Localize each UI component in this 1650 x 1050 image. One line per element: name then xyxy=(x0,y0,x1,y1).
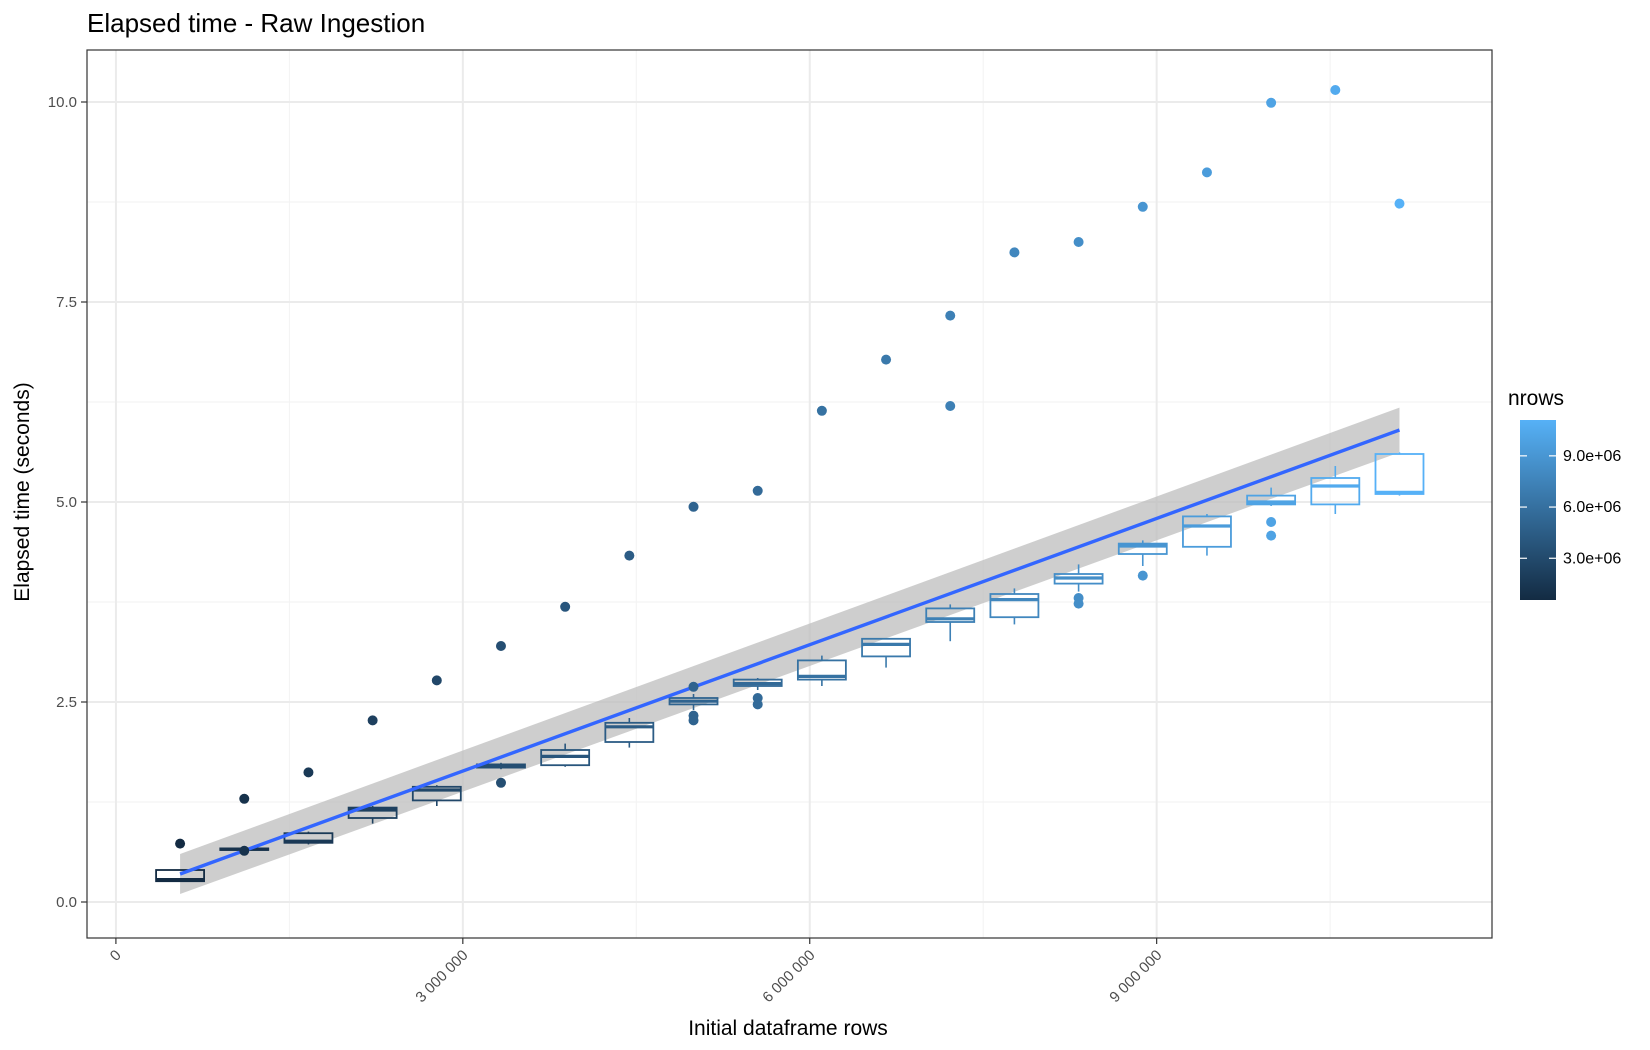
chart-title: Elapsed time - Raw Ingestion xyxy=(87,8,425,38)
legend-title: nrows xyxy=(1508,387,1564,410)
boxplot-box xyxy=(1182,515,1232,548)
y-axis-title: Elapsed time (seconds) xyxy=(11,382,34,601)
outlier-point xyxy=(1009,247,1020,258)
outlier-point xyxy=(1266,530,1277,541)
boxplot-3 xyxy=(283,831,334,845)
legend-tick-label: 9.0e+06 xyxy=(1563,448,1621,465)
legend-tick-label: 3.0e+06 xyxy=(1563,550,1621,567)
outlier-point xyxy=(560,601,571,612)
boxplot-11 xyxy=(796,655,847,686)
boxplot-box xyxy=(925,607,976,623)
x-tick-label: 0 xyxy=(107,947,125,965)
outlier-point xyxy=(1137,570,1148,581)
boxplot-5 xyxy=(411,785,462,806)
boxplot-box xyxy=(1310,477,1361,506)
y-tick-label: 5.0 xyxy=(56,494,77,511)
boxplot-14 xyxy=(989,588,1040,625)
boxplot-box xyxy=(155,869,205,883)
outlier-point xyxy=(1266,517,1277,527)
boxplot-16 xyxy=(1117,540,1168,566)
boxplot-7 xyxy=(540,743,591,767)
boxplot-box xyxy=(1117,542,1168,555)
y-tick-label: 7.5 xyxy=(56,294,77,311)
trend-line-layer xyxy=(179,428,1401,876)
boxplot-box xyxy=(796,659,847,681)
outlier-point xyxy=(239,793,250,804)
x-axis: 0 3 000 000 6 000 000 9 000 000 xyxy=(107,938,1165,1006)
outlier-point xyxy=(752,485,763,496)
outlier-point xyxy=(1266,97,1277,108)
boxplot-box xyxy=(604,721,655,743)
boxplot-12 xyxy=(861,637,911,668)
boxplot-10 xyxy=(732,678,783,690)
outlier-point xyxy=(624,550,635,561)
boxplot-box xyxy=(411,785,462,802)
outlier-point xyxy=(816,405,827,416)
outlier-point xyxy=(495,641,506,651)
outlier-point xyxy=(1201,167,1212,178)
outlier-point xyxy=(1073,598,1084,609)
boxplot-9 xyxy=(668,694,719,710)
outlier-point xyxy=(303,767,314,778)
x-tick-label: 9 000 000 xyxy=(1106,947,1165,1006)
x-tick-label: 3 000 000 xyxy=(412,947,471,1006)
boxplot-box xyxy=(861,637,911,658)
legend-colorbar xyxy=(1520,420,1556,600)
outlier-layer xyxy=(175,85,1405,856)
trend-line xyxy=(179,428,1401,876)
outlier-point xyxy=(1330,85,1341,95)
boxplot-15 xyxy=(1053,564,1104,592)
boxplot-8 xyxy=(604,718,655,748)
boxplot-box xyxy=(1246,494,1297,506)
outlier-point xyxy=(175,838,186,849)
y-tick-label: 10.0 xyxy=(48,94,77,111)
boxplot-1 xyxy=(155,869,205,883)
boxplot-13 xyxy=(925,604,976,642)
outlier-point xyxy=(945,401,956,411)
x-axis-title: Initial dataframe rows xyxy=(688,1017,888,1040)
boxplot-box xyxy=(989,593,1040,619)
outlier-point xyxy=(431,675,442,686)
legend-tick-label: 6.0e+06 xyxy=(1563,499,1621,516)
x-tick-label: 6 000 000 xyxy=(759,947,818,1006)
outlier-point xyxy=(688,715,699,726)
y-tick-label: 0.0 xyxy=(56,894,77,911)
boxplot-18 xyxy=(1246,487,1297,506)
outlier-point xyxy=(1394,198,1405,209)
y-tick-label: 2.5 xyxy=(56,694,77,711)
legend-ticks: 3.0e+06 6.0e+06 9.0e+06 xyxy=(1520,448,1621,567)
outlier-point xyxy=(239,845,250,856)
outlier-point xyxy=(688,501,699,512)
panel-border xyxy=(86,49,1493,939)
boxplot-box xyxy=(1374,453,1425,495)
boxplot-17 xyxy=(1182,514,1232,556)
outlier-point xyxy=(495,777,506,788)
outlier-point xyxy=(1073,237,1084,247)
plot-area xyxy=(86,49,1493,939)
outlier-point xyxy=(1137,201,1148,212)
outlier-point xyxy=(881,354,892,365)
outlier-point xyxy=(752,699,763,710)
outlier-point xyxy=(945,310,956,321)
grid-minor xyxy=(87,50,1492,938)
boxplot-20 xyxy=(1374,452,1425,496)
outlier-point xyxy=(688,681,699,692)
outlier-point xyxy=(367,715,378,726)
y-axis: 0.0 2.5 5.0 7.5 10.0 xyxy=(48,94,87,911)
boxplot-19 xyxy=(1310,466,1361,514)
boxplot-layer xyxy=(155,452,1425,883)
legend: nrows 3.0e+06 6.0e+06 9.0e+06 xyxy=(1508,387,1621,600)
